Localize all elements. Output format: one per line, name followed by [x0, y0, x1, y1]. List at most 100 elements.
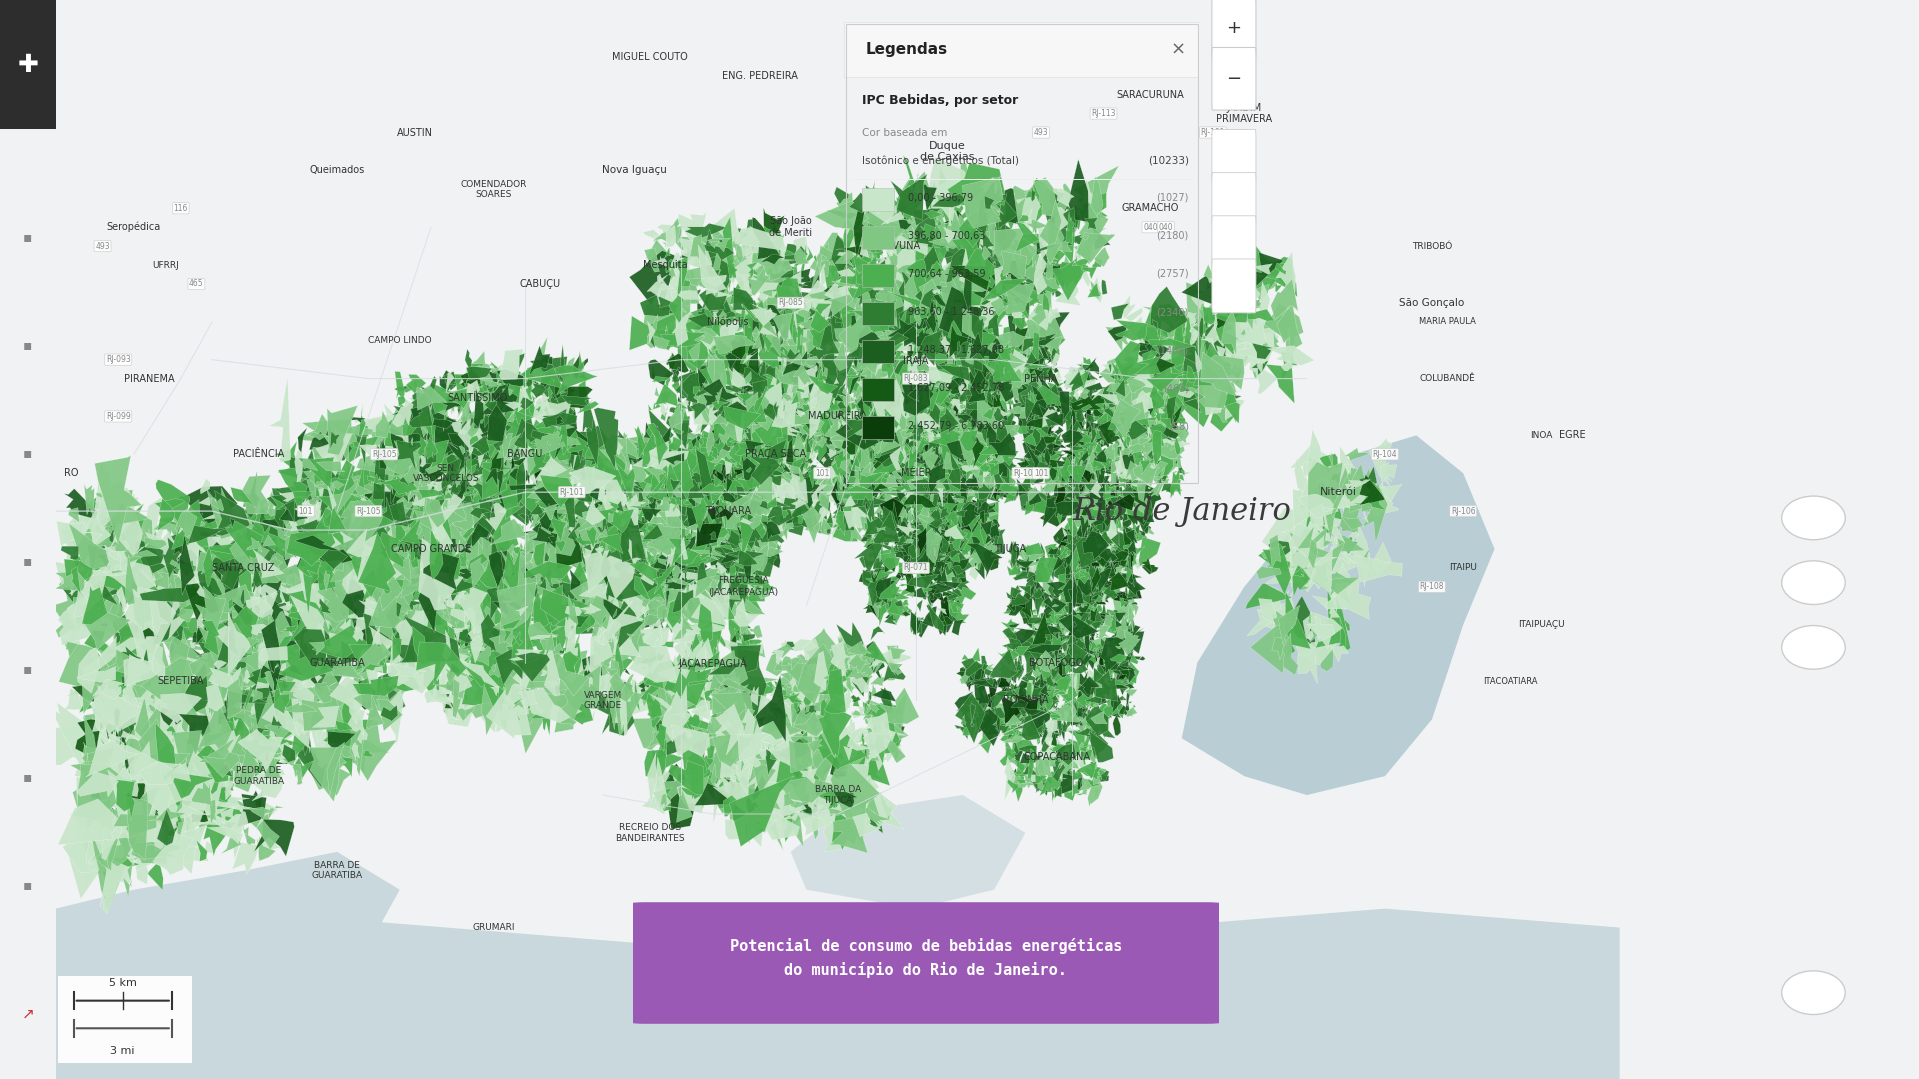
Polygon shape — [764, 298, 771, 308]
Polygon shape — [706, 363, 725, 390]
Polygon shape — [489, 465, 503, 474]
Polygon shape — [171, 733, 188, 747]
Polygon shape — [660, 396, 666, 416]
Polygon shape — [691, 611, 695, 622]
Polygon shape — [328, 502, 351, 530]
Polygon shape — [1006, 293, 1013, 311]
Polygon shape — [746, 465, 756, 473]
Polygon shape — [967, 404, 983, 426]
Polygon shape — [958, 704, 975, 713]
Polygon shape — [856, 228, 862, 244]
Polygon shape — [835, 407, 839, 413]
Polygon shape — [248, 726, 294, 765]
Polygon shape — [1163, 422, 1184, 449]
Polygon shape — [940, 434, 963, 451]
Polygon shape — [585, 511, 601, 538]
Polygon shape — [789, 482, 806, 523]
Polygon shape — [58, 597, 96, 645]
Polygon shape — [725, 401, 748, 427]
Polygon shape — [430, 697, 455, 702]
Polygon shape — [604, 593, 620, 607]
Polygon shape — [998, 209, 1004, 220]
Polygon shape — [123, 514, 144, 560]
Polygon shape — [1036, 730, 1042, 735]
Polygon shape — [710, 693, 754, 733]
Polygon shape — [516, 605, 528, 616]
Polygon shape — [817, 420, 833, 455]
Polygon shape — [666, 259, 677, 273]
Polygon shape — [1113, 372, 1130, 408]
Polygon shape — [455, 395, 466, 408]
Polygon shape — [967, 439, 971, 449]
Polygon shape — [743, 427, 748, 429]
Polygon shape — [541, 409, 568, 427]
Polygon shape — [946, 436, 954, 457]
Polygon shape — [969, 255, 990, 269]
Polygon shape — [453, 437, 476, 447]
Polygon shape — [1119, 705, 1128, 714]
Polygon shape — [641, 790, 666, 815]
Polygon shape — [879, 715, 894, 736]
Polygon shape — [647, 644, 658, 678]
Polygon shape — [292, 764, 303, 780]
Polygon shape — [773, 494, 775, 505]
Polygon shape — [754, 695, 773, 741]
Bar — [862, 226, 894, 249]
Polygon shape — [933, 478, 940, 495]
Polygon shape — [833, 476, 856, 491]
Polygon shape — [409, 420, 441, 500]
Polygon shape — [925, 467, 935, 488]
Polygon shape — [1031, 409, 1034, 413]
Polygon shape — [1130, 450, 1136, 463]
Polygon shape — [651, 695, 668, 756]
Polygon shape — [215, 735, 244, 774]
Polygon shape — [1148, 480, 1163, 497]
Polygon shape — [447, 541, 474, 601]
Polygon shape — [606, 535, 622, 551]
Polygon shape — [301, 620, 322, 641]
Polygon shape — [950, 265, 1011, 300]
Polygon shape — [234, 538, 253, 602]
Polygon shape — [983, 333, 988, 363]
Polygon shape — [952, 558, 960, 564]
Polygon shape — [1063, 562, 1086, 571]
Polygon shape — [142, 628, 157, 640]
Polygon shape — [923, 434, 927, 438]
Polygon shape — [1167, 384, 1201, 409]
Polygon shape — [994, 421, 1009, 429]
Polygon shape — [687, 629, 720, 699]
Polygon shape — [1002, 462, 1017, 474]
Polygon shape — [1059, 755, 1065, 763]
Polygon shape — [766, 279, 779, 293]
Polygon shape — [662, 383, 666, 388]
Polygon shape — [154, 699, 180, 783]
Polygon shape — [315, 503, 322, 523]
Polygon shape — [163, 814, 182, 825]
Polygon shape — [608, 501, 622, 514]
Polygon shape — [1077, 566, 1086, 586]
Polygon shape — [864, 712, 890, 761]
Polygon shape — [683, 588, 691, 618]
Polygon shape — [722, 387, 743, 416]
Polygon shape — [798, 469, 804, 483]
Polygon shape — [808, 369, 817, 375]
Polygon shape — [729, 442, 750, 465]
Polygon shape — [1073, 209, 1080, 233]
Polygon shape — [330, 743, 347, 769]
Polygon shape — [601, 533, 624, 554]
Polygon shape — [681, 394, 687, 399]
Polygon shape — [846, 384, 867, 400]
Polygon shape — [1048, 714, 1065, 735]
Polygon shape — [913, 473, 921, 475]
Polygon shape — [913, 423, 933, 432]
Polygon shape — [1113, 637, 1140, 654]
Polygon shape — [438, 401, 464, 413]
Polygon shape — [681, 533, 697, 551]
Polygon shape — [528, 464, 583, 502]
Polygon shape — [1057, 573, 1077, 614]
Polygon shape — [988, 451, 998, 457]
Polygon shape — [1017, 745, 1036, 761]
Polygon shape — [1052, 598, 1057, 601]
Polygon shape — [1034, 651, 1059, 682]
Polygon shape — [783, 368, 794, 384]
